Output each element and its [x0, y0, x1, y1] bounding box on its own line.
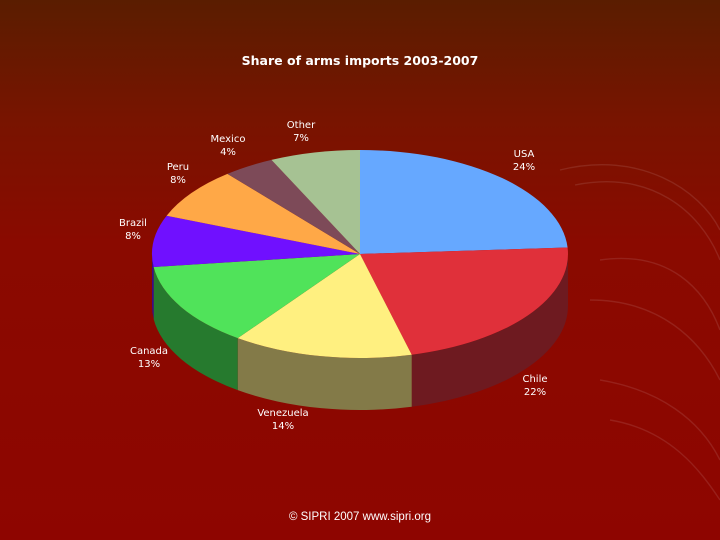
slice-label-venezuela: Venezuela: [257, 408, 308, 419]
slice-value-canada: 13%: [138, 359, 160, 370]
slice-label-brazil: Brazil: [119, 218, 147, 229]
pie-side-venezuela: [237, 338, 412, 410]
footer-copyright: © SIPRI 2007 www.sipri.org: [288, 511, 432, 523]
chart-title: Share of arms imports 2003-2007: [241, 53, 479, 68]
pie-side-chile: [411, 254, 568, 407]
pie-slice-venezuela: [237, 254, 412, 358]
pie-slice-other: [271, 150, 360, 254]
pie-slice-chile: [360, 247, 568, 355]
pie-side-canada: [153, 267, 238, 391]
pie-slice-canada: [153, 254, 360, 339]
background-swirls: [559, 164, 720, 501]
slice-label-other: Other: [287, 120, 316, 131]
slice-value-peru: 8%: [170, 175, 186, 186]
pie-sides: [152, 254, 568, 410]
slice-label-chile: Chile: [522, 374, 547, 385]
slice-label-usa: USA: [514, 149, 535, 160]
pie-side-brazil: [152, 254, 154, 320]
slice-value-brazil: 8%: [125, 231, 141, 242]
pie-slice-usa: [360, 150, 568, 254]
slice-value-chile: 22%: [524, 387, 546, 398]
pie-tops: [152, 150, 568, 358]
pie-slice-mexico: [227, 159, 360, 254]
pie-slice-peru: [166, 173, 360, 254]
slice-value-venezuela: 14%: [272, 421, 294, 432]
slice-label-canada: Canada: [130, 346, 168, 357]
slice-label-peru: Peru: [167, 162, 189, 173]
slice-label-mexico: Mexico: [211, 134, 246, 145]
slice-value-mexico: 4%: [220, 147, 236, 158]
slice-value-usa: 24%: [513, 162, 535, 173]
pie-labels: USA 24% Chile 22% Venezuela 14% Canada 13% Brazi…: [119, 120, 547, 432]
pie-slice-brazil: [152, 215, 360, 268]
slice-value-other: 7%: [293, 133, 309, 144]
